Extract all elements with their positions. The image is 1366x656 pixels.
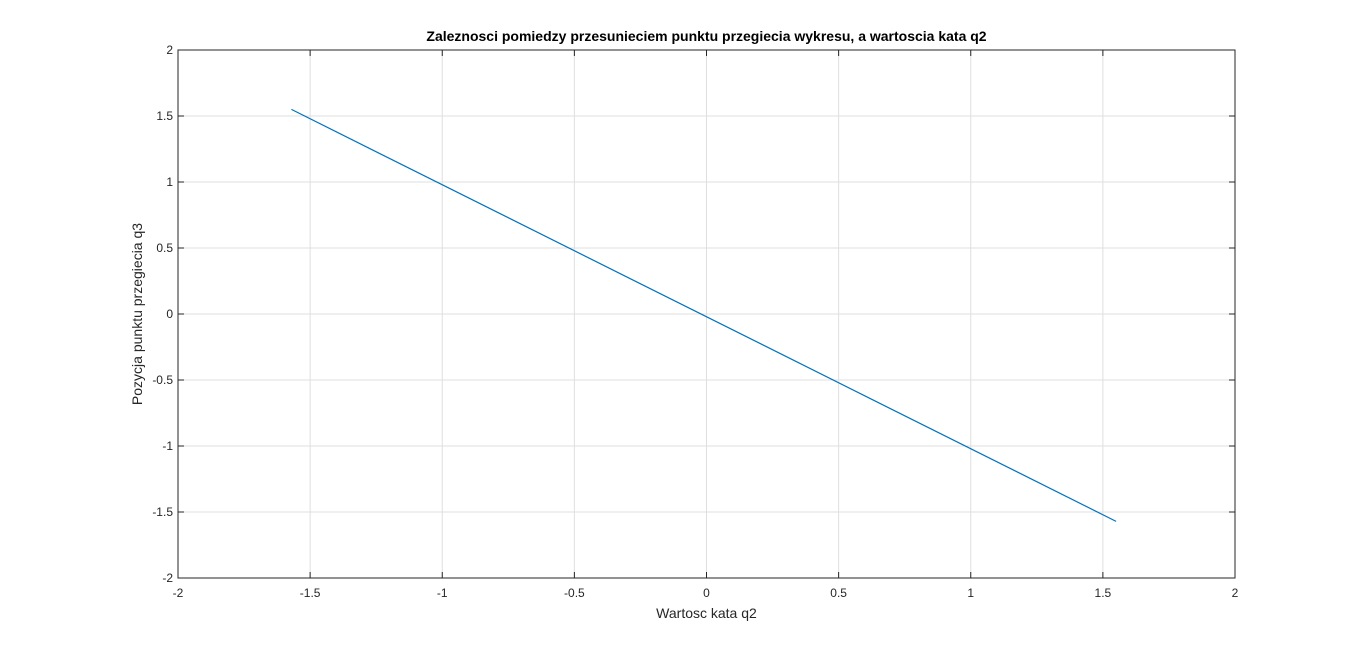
x-tick-label: -1.5 [300,586,321,600]
x-tick-label: -1 [437,586,448,600]
y-tick-label: -2 [162,571,173,585]
y-tick-label: -1 [162,439,173,453]
x-tick-label: -0.5 [564,586,585,600]
grid [177,49,1236,579]
y-tick-label: 2 [166,43,173,57]
x-tick-label: 0 [703,586,710,600]
x-tick-label: -2 [173,586,184,600]
x-tick-label: 1.5 [1095,586,1112,600]
y-tick-label: -1.5 [152,505,173,519]
x-axis-label: Wartosc kata q2 [656,605,757,621]
y-tick-label: 1 [166,175,173,189]
y-axis-label: Pozycja punktu przegiecia q3 [129,223,145,405]
x-tick-label: 2 [1232,586,1239,600]
series-line [291,108,1117,522]
y-tick-label: -0.5 [152,373,173,387]
x-tick-label: 0.5 [830,586,847,600]
y-tick-label: 0 [166,307,173,321]
axis-ticks: -2 -1.5 -1 -0.5 0 0.5 1 1.5 2 -2 -1.5 -1 -0.5 0 0.5 1 1.… [152,43,1238,600]
y-tick-label: 0.5 [156,241,173,255]
chart-title: Zaleznosci pomiedzy przesunieciem punktu… [426,28,986,44]
y-tick-label: 1.5 [156,109,173,123]
series-group [291,108,1117,522]
x-tick-label: 1 [967,586,974,600]
